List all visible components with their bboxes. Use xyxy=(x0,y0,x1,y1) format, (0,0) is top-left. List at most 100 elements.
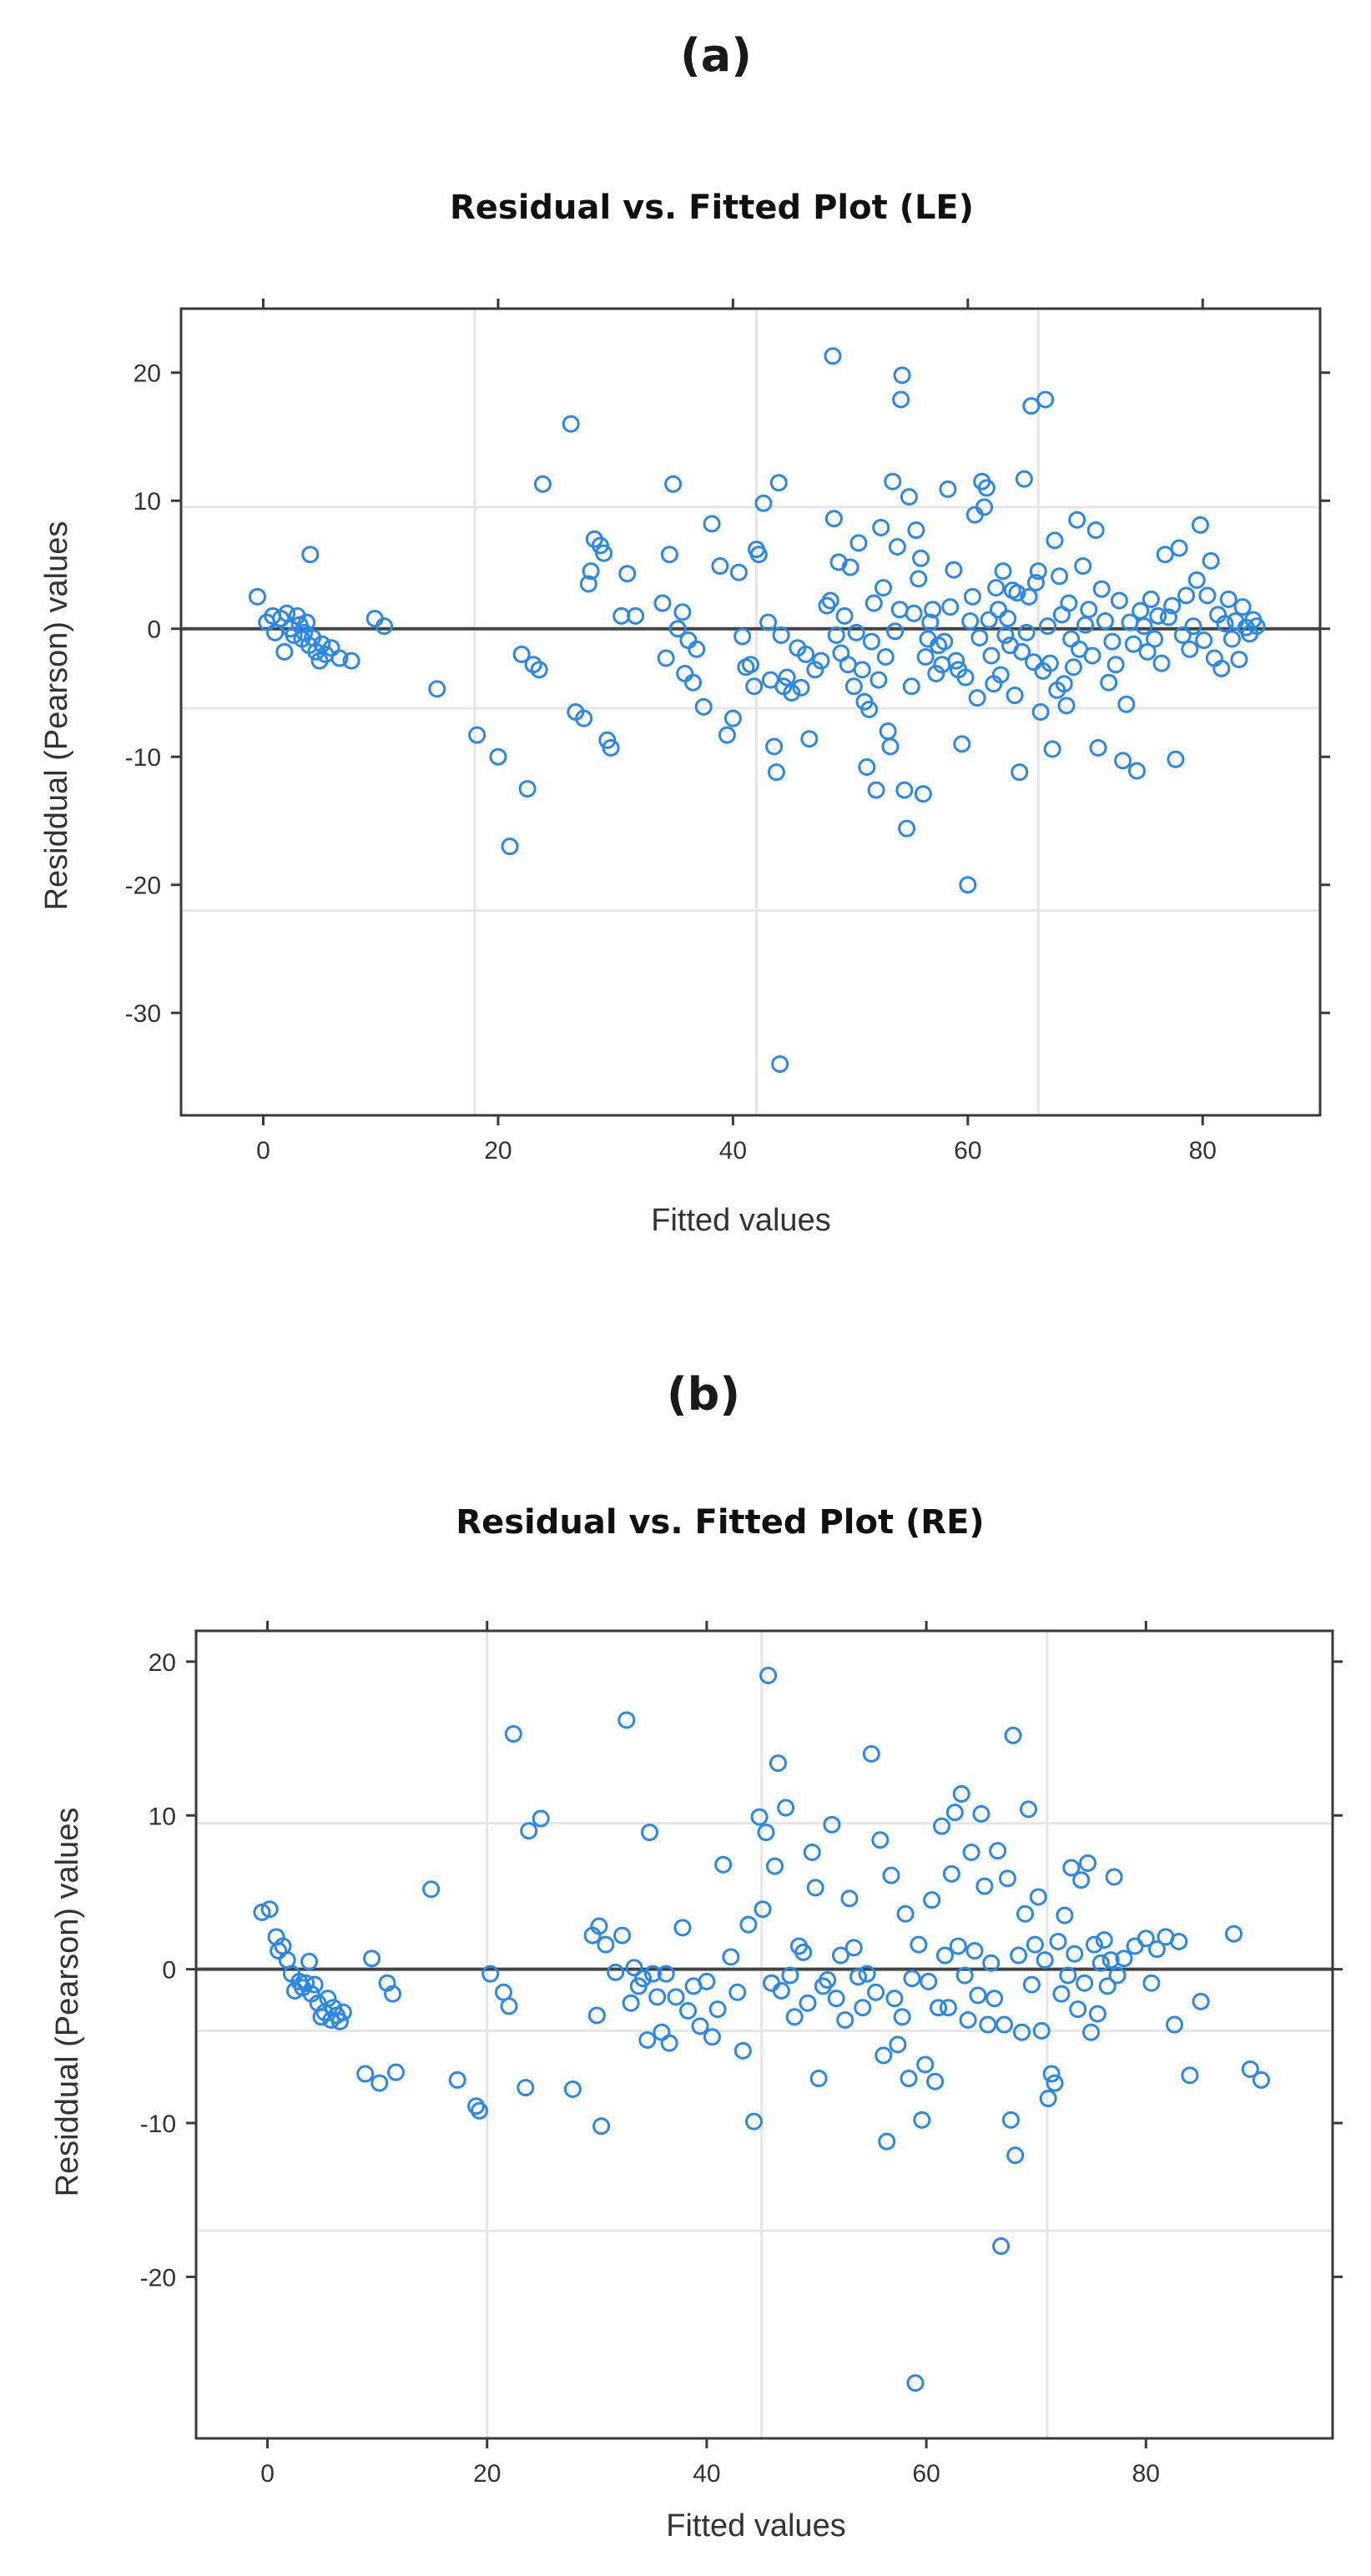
scatter-point xyxy=(800,730,819,748)
scatter-point xyxy=(1114,752,1132,770)
scatter-point xyxy=(1062,1859,1081,1877)
scatter-point xyxy=(854,1999,872,2017)
scatter-point xyxy=(979,2015,997,2034)
scatter-point xyxy=(301,546,320,564)
scatter-point xyxy=(955,1966,974,1985)
scatter-point xyxy=(467,2097,486,2116)
scatter-point xyxy=(660,2034,678,2052)
scatter-point xyxy=(653,2023,671,2041)
scatter-point xyxy=(763,1974,781,1992)
scatter-point xyxy=(949,1937,967,1955)
scatter-point xyxy=(1138,642,1157,661)
scatter-point xyxy=(1055,675,1073,693)
scatter-point xyxy=(1241,2060,1259,2078)
scatter-point xyxy=(1230,651,1248,669)
y-tick-label: -20 xyxy=(140,2264,176,2292)
scatter-point xyxy=(985,1990,1004,2008)
scatter-point xyxy=(640,1824,658,1842)
y-tick-label: -20 xyxy=(125,873,161,900)
scatter-point xyxy=(1022,1975,1041,1994)
scatter-point xyxy=(1068,511,1086,529)
scatter-point xyxy=(657,1965,675,1983)
scatter-point xyxy=(330,2012,349,2030)
scatter-point xyxy=(1163,596,1182,615)
scatter-point xyxy=(935,632,954,651)
y-tick-label: -30 xyxy=(125,1000,161,1028)
scatter-point xyxy=(794,1943,813,1961)
scatter-point xyxy=(520,1822,538,1840)
scatter-point xyxy=(806,661,824,679)
scatter-point xyxy=(1083,647,1101,665)
scatter-point xyxy=(1187,571,1206,589)
scatter-point xyxy=(849,1968,868,1986)
scatter-point xyxy=(1173,626,1192,644)
scatter-point xyxy=(1086,521,1105,540)
scatter-point xyxy=(1008,584,1026,602)
scatter-point xyxy=(1142,1974,1161,1992)
scatter-point xyxy=(912,549,930,567)
scatter-point xyxy=(563,2080,582,2098)
scatter-point xyxy=(818,596,836,615)
scatter-point xyxy=(905,604,923,622)
scatter-point xyxy=(370,2074,389,2092)
scatter-point xyxy=(860,700,879,718)
scatter-point xyxy=(835,606,854,625)
scatter-point xyxy=(900,2070,918,2088)
scatter-point xyxy=(888,537,906,556)
scatter-point xyxy=(592,2117,611,2136)
scatter-point xyxy=(767,763,785,782)
scatter-point xyxy=(1017,623,1036,641)
scatter-point xyxy=(975,498,994,516)
scatter-point xyxy=(1252,2070,1270,2089)
scatter-point xyxy=(582,562,600,581)
scatter-point xyxy=(602,738,620,757)
scatter-point xyxy=(827,626,845,644)
scatter-point xyxy=(989,601,1007,619)
scatter-point xyxy=(1046,531,1064,550)
scatter-point xyxy=(744,2112,763,2131)
scatter-point xyxy=(300,1952,319,1970)
scatter-point xyxy=(676,664,694,682)
scatter-point xyxy=(679,2001,698,2020)
scatter-point xyxy=(579,575,597,593)
scatter-point xyxy=(896,1904,915,1923)
scatter-point xyxy=(275,642,294,661)
scatter-point xyxy=(607,1963,625,1981)
scatter-point xyxy=(1167,750,1185,768)
scatter-point xyxy=(745,677,764,696)
scatter-point xyxy=(920,1972,938,1990)
panel-b: (b) Residual vs. Fitted Plot (RE) 0 20 40 6… xyxy=(50,1368,1343,2543)
scatter-point xyxy=(781,1966,799,1985)
scatter-point xyxy=(769,474,788,492)
scatter-point xyxy=(1103,632,1121,651)
scatter-point xyxy=(750,1808,769,1826)
scatter-point xyxy=(963,587,981,606)
scatter-point xyxy=(1095,1931,1113,1950)
scatter-point xyxy=(1085,1935,1103,1954)
scatter-point xyxy=(1057,697,1076,715)
scatter-point xyxy=(1020,587,1038,606)
scatter-point xyxy=(590,1917,608,1935)
scatter-point xyxy=(1042,2065,1061,2083)
scatter-point xyxy=(664,475,683,493)
scatter-point xyxy=(1166,2015,1184,2034)
scatter-point xyxy=(1212,659,1231,677)
y-axis-label: Residdual (Pearson) values xyxy=(39,521,74,911)
scatter-point xyxy=(530,661,548,679)
scatter-point xyxy=(468,726,486,744)
scatter-point xyxy=(754,494,773,512)
scatter-point xyxy=(1025,653,1043,672)
x-tick-label: 60 xyxy=(954,1137,981,1165)
scatter-point xyxy=(939,480,957,498)
y-tick-label: 0 xyxy=(162,1957,176,1985)
scatter-point xyxy=(375,617,393,636)
scatter-point xyxy=(1031,703,1050,721)
scatter-point xyxy=(884,472,902,491)
y-tick-label: 0 xyxy=(147,616,161,644)
scatter-point xyxy=(1072,1871,1091,1889)
scatter-point xyxy=(622,1994,640,2012)
scatter-point xyxy=(945,1804,964,1822)
scatter-point xyxy=(1011,763,1029,782)
scatter-point xyxy=(1100,673,1118,692)
scatter-point xyxy=(1225,1924,1243,1943)
